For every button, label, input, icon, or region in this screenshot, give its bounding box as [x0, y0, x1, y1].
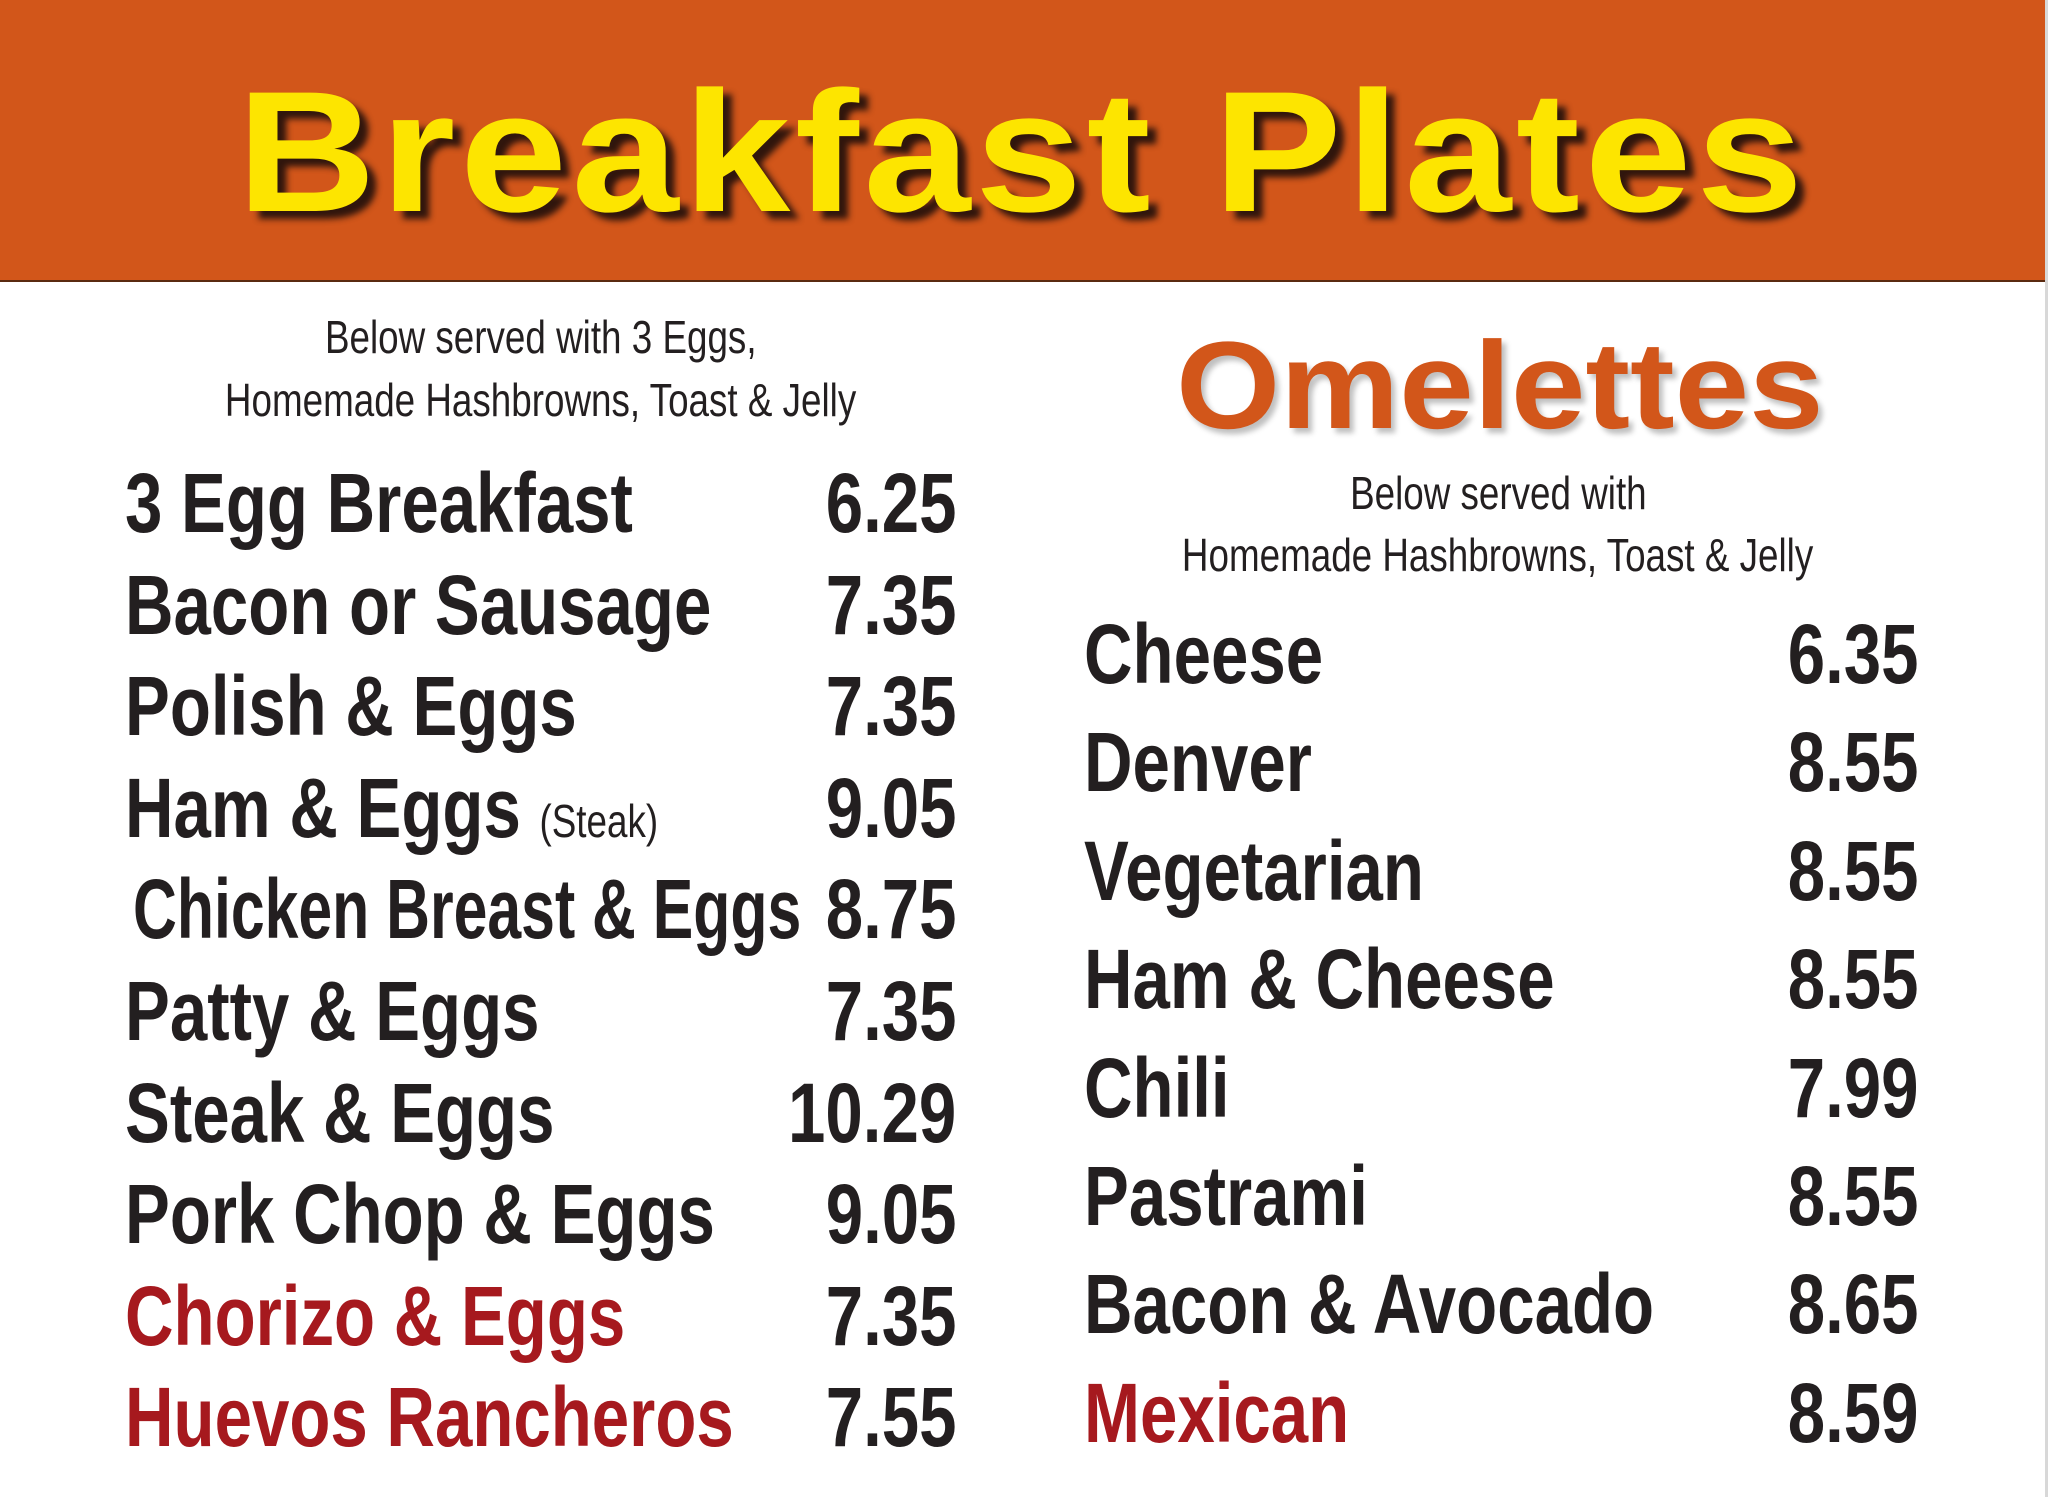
menu-item-name-text: Mexican: [1084, 1365, 1350, 1460]
menu-item-name-text: Polish & Eggs: [125, 659, 577, 754]
menu-item-name: Bacon & Avocado: [1084, 1254, 1654, 1354]
omelettes-heading: Omelettes: [1000, 322, 2000, 450]
omelettes-heading-text: Omelettes: [1176, 317, 1824, 455]
menu-item-name: Cheese: [1084, 604, 1323, 704]
menu-item-name: Polish & Eggs: [125, 656, 577, 756]
menu-item-name: Bacon or Sausage: [125, 555, 711, 655]
menu-item-name: Chorizo & Eggs: [125, 1266, 625, 1366]
menu-item: Mexican 8.59: [1084, 1363, 1918, 1463]
menu-item: 3 Egg Breakfast 6.25: [125, 453, 956, 553]
page-edge: [2045, 0, 2048, 1497]
page-title-text: Breakfast Plates: [237, 56, 1808, 248]
menu-item-price: 8.55: [1787, 1149, 1918, 1243]
menu-item: Ham & Eggs (Steak) 9.05: [125, 758, 956, 858]
menu-item-price: 8.55: [1787, 715, 1918, 810]
menu-item-name-text: 3 Egg Breakfast: [125, 456, 633, 550]
menu-item-name: 3 Egg Breakfast: [125, 453, 633, 553]
menu-item-name: Patty & Eggs: [125, 961, 539, 1061]
menu-item-price: 7.55: [825, 1370, 956, 1465]
menu-item-price: 7.99: [1787, 1040, 1918, 1135]
menu-item-name: Chili: [1084, 1038, 1230, 1138]
page-title: Breakfast Plates: [0, 62, 2045, 242]
menu-item-name-text: Chorizo & Eggs: [125, 1268, 626, 1363]
plates-subtitle-text: Homemade Hashbrowns, Toast & Jelly: [225, 374, 857, 426]
plates-subtitle-line2: Homemade Hashbrowns, Toast & Jelly: [141, 369, 941, 431]
menu-item: Patty & Eggs 7.35: [125, 961, 956, 1061]
menu-item-name: Pork Chop & Eggs: [125, 1164, 715, 1264]
omelettes-subtitle-line2: Homemade Hashbrowns, Toast & Jelly: [1098, 524, 1898, 586]
menu-item-price: 7.35: [825, 1268, 956, 1363]
menu-item-name: Ham & Cheese: [1084, 929, 1555, 1029]
menu-item-price: 6.35: [1787, 607, 1918, 701]
menu-item: Cheese 6.35: [1084, 604, 1918, 704]
menu-item: Denver 8.55: [1084, 712, 1918, 812]
menu-item-price: 8.55: [1787, 823, 1918, 918]
menu-item-price: 7.35: [825, 964, 956, 1058]
menu-item: Huevos Rancheros 7.55: [125, 1367, 956, 1467]
menu-item-price: 8.75: [825, 862, 956, 957]
menu-item-name-text: Steak & Eggs: [125, 1065, 555, 1160]
plates-subtitle-text: Below served with 3 Eggs,: [325, 311, 757, 363]
menu-item: Vegetarian 8.55: [1084, 821, 1918, 921]
menu-item-price: 6.25: [825, 456, 956, 550]
menu-item-name-text: Ham & Cheese: [1084, 932, 1555, 1027]
menu-item: Pork Chop & Eggs 9.05: [125, 1164, 956, 1264]
menu-item-name-text: Denver: [1084, 715, 1312, 810]
plates-subtitle-line1: Below served with 3 Eggs,: [141, 306, 941, 368]
menu-item: Chili 7.99: [1084, 1038, 1918, 1138]
menu-item-price: 9.05: [825, 760, 956, 855]
menu-item-name-text: Pork Chop & Eggs: [125, 1167, 715, 1262]
menu-item-note: (Steak): [539, 794, 659, 847]
menu-item-name-text: Chicken Breast & Eggs: [133, 862, 802, 957]
menu-item-name-text: Bacon or Sausage: [125, 557, 712, 652]
menu-item: Bacon & Avocado 8.65: [1084, 1254, 1918, 1354]
omelettes-subtitle-text: Below served with: [1349, 467, 1647, 519]
menu-item: Bacon or Sausage 7.35: [125, 555, 956, 655]
menu-item-price: 7.35: [825, 557, 956, 652]
menu-item-price: 8.59: [1787, 1365, 1918, 1460]
menu-item-name: Ham & Eggs (Steak): [125, 758, 658, 871]
header-banner: Breakfast Plates: [0, 0, 2045, 282]
menu-item-name-text: Cheese: [1084, 607, 1324, 701]
menu-item-name: Huevos Rancheros: [125, 1367, 734, 1467]
menu-item: Polish & Eggs 7.35: [125, 656, 956, 756]
menu-item-name: Pastrami: [1084, 1146, 1368, 1246]
menu-item: Chicken Breast & Eggs 8.75: [125, 859, 956, 959]
menu-item: Ham & Cheese 8.55: [1084, 929, 1918, 1029]
menu-item-name: Steak & Eggs: [125, 1063, 554, 1163]
menu-item-price: 9.05: [825, 1167, 956, 1262]
menu-item: Steak & Eggs 10.29: [125, 1063, 956, 1163]
menu-item-name-text: Patty & Eggs: [125, 964, 540, 1058]
menu-item-price: 10.29: [787, 1065, 956, 1160]
menu-item-name-text: Huevos Rancheros: [125, 1370, 734, 1465]
menu-item-name: Chicken Breast & Eggs: [133, 859, 801, 959]
menu-item-name-text: Pastrami: [1084, 1149, 1368, 1243]
menu-item-name: Vegetarian: [1084, 821, 1424, 921]
omelettes-subtitle-text: Homemade Hashbrowns, Toast & Jelly: [1182, 529, 1814, 581]
menu-item: Chorizo & Eggs 7.35: [125, 1266, 956, 1366]
menu-item-price: 8.55: [1787, 932, 1918, 1027]
menu-item-name-text: Bacon & Avocado: [1084, 1257, 1655, 1352]
menu-item-name: Denver: [1084, 712, 1312, 812]
menu-item: Pastrami 8.55: [1084, 1146, 1918, 1246]
omelettes-subtitle-line1: Below served with: [1098, 462, 1898, 524]
menu-item-name-text: Vegetarian: [1084, 823, 1424, 918]
menu-item-name-text: Chili: [1084, 1040, 1230, 1135]
menu-item-name-text: Ham & Eggs: [125, 760, 521, 855]
menu-item-name: Mexican: [1084, 1363, 1349, 1463]
menu-item-price: 7.35: [825, 659, 956, 754]
menu-item-price: 8.65: [1787, 1257, 1918, 1352]
